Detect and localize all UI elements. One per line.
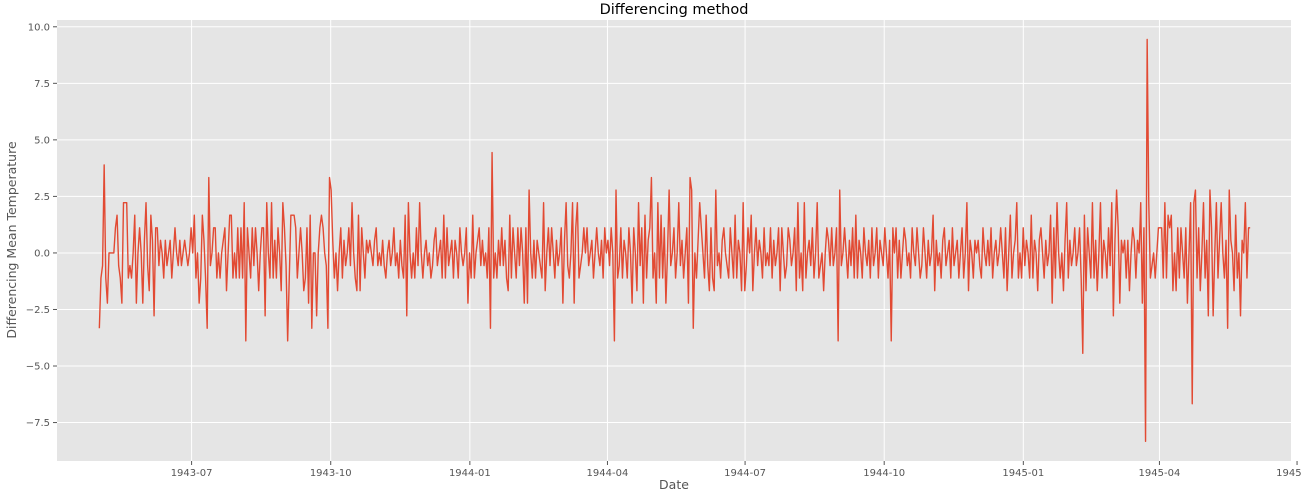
x-tick-label: 1943-07	[171, 468, 213, 479]
x-tick-label: 1944-10	[863, 468, 905, 479]
y-tick-label: 2.5	[34, 192, 50, 203]
y-axis: −7.5 −5.0 −2.5 0.0 2.5 5.0 7.5 10.0	[26, 22, 57, 429]
y-tick-label: 5.0	[34, 135, 50, 146]
y-tick-label: 0.0	[34, 248, 50, 259]
y-tick-label: 7.5	[34, 79, 50, 90]
y-tick-label: −2.5	[26, 305, 50, 316]
chart-title: Differencing method	[600, 2, 749, 18]
y-tick-label: −5.0	[26, 362, 50, 373]
x-tick-label: 1945-01	[1002, 468, 1044, 479]
x-tick-label: 1944-07	[724, 468, 766, 479]
x-tick-label: 1943-10	[310, 468, 352, 479]
x-tick-label: 1944-04	[587, 468, 629, 479]
x-tick-label: 1945-07	[1276, 468, 1301, 479]
series-line	[98, 38, 1251, 443]
grid	[57, 20, 1298, 461]
y-tick-label: −7.5	[26, 418, 50, 429]
y-tick-label: 10.0	[28, 22, 50, 33]
x-axis: 1943-07 1943-10 1944-01 1944-04 1944-07 1944-…	[171, 461, 1301, 479]
x-tick-label: 1945-04	[1139, 468, 1181, 479]
x-axis-label: Date	[659, 477, 689, 492]
x-tick-label: 1944-01	[449, 468, 491, 479]
y-axis-label: Differencing Mean Temperature	[4, 141, 19, 339]
